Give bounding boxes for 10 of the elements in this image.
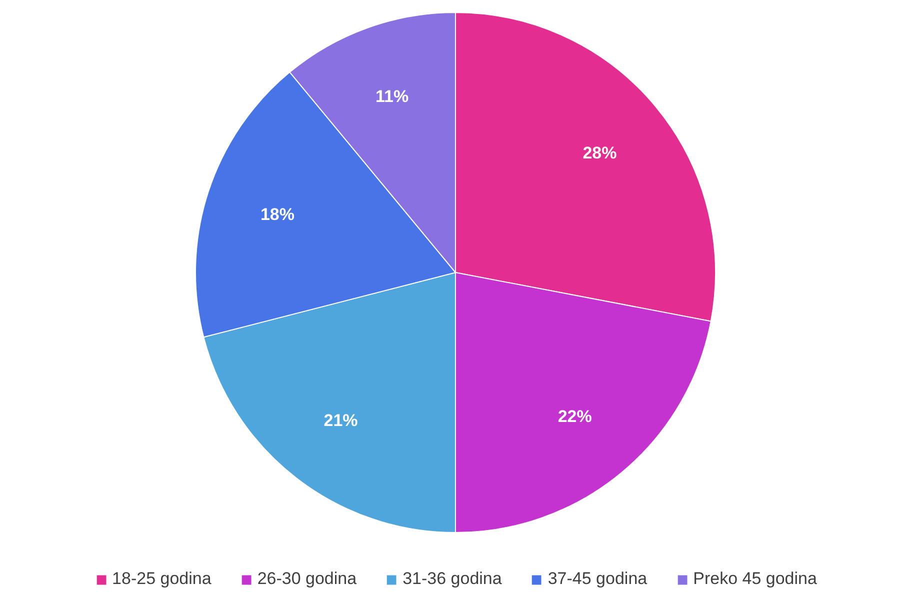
legend-label: 31-36 godina — [402, 569, 502, 589]
data-label: 22% — [558, 407, 592, 426]
data-label: 11% — [376, 86, 409, 106]
legend-label: 18-25 godina — [112, 569, 212, 589]
legend-label: 37-45 godina — [548, 569, 648, 589]
legend-label: 26-30 godina — [257, 569, 357, 589]
data-label: 18% — [260, 205, 294, 224]
data-label: 28% — [582, 144, 617, 163]
legend-label: Preko 45 godina — [693, 569, 817, 589]
data-label: 21% — [324, 410, 358, 430]
